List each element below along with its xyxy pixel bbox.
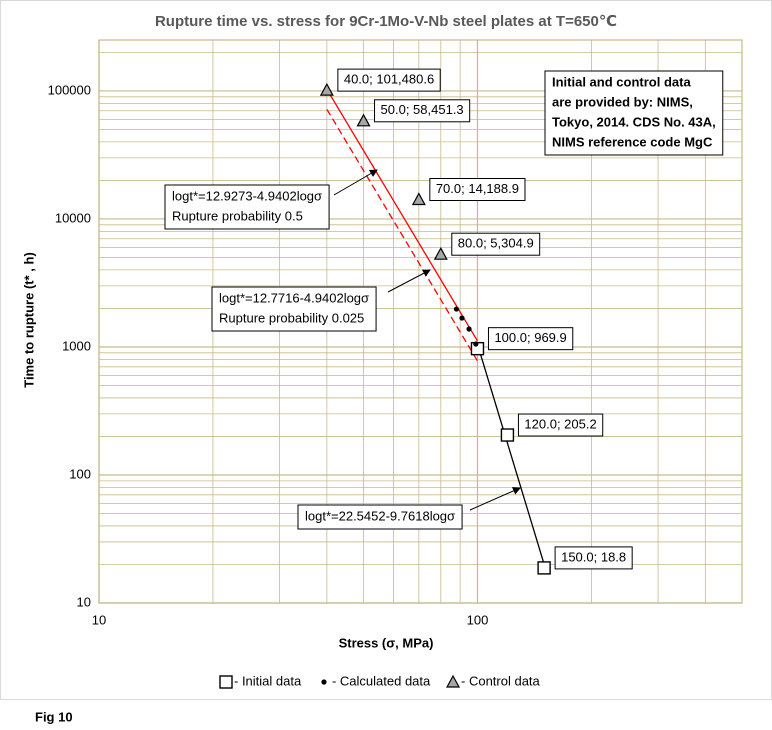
y-tick-label: 10 (77, 594, 91, 609)
x-axis-label: Stress (σ, MPa) (339, 635, 434, 650)
dot-marker (453, 306, 460, 312)
y-tick-label: 10000 (55, 210, 91, 225)
dot-marker (459, 315, 465, 321)
y-axis-label: Time to rupture (t* , h) (21, 252, 36, 388)
data-label: 70.0; 14,188.9 (429, 178, 526, 202)
data-label-box (374, 99, 471, 123)
note-text: NIMS reference code MgC (552, 134, 713, 149)
dot-marker (466, 326, 472, 332)
data-label-box (517, 413, 604, 437)
annotation-box (211, 286, 377, 332)
annotation-arrow (387, 269, 431, 293)
square-marker (219, 675, 233, 689)
dot-marker (473, 341, 479, 347)
annotation: logt*=12.9273-4.9402logσ Rupture probabil… (164, 184, 330, 230)
fit-line (326, 88, 479, 342)
data-label: 80.0; 5,304.9 (451, 232, 541, 256)
y-tick-label: 100000 (48, 82, 91, 97)
data-label: 120.0; 205.2 (517, 413, 604, 437)
y-tick-label: 100 (69, 466, 91, 481)
x-tick-label: 10 (92, 612, 106, 627)
triangle-marker (319, 82, 334, 96)
annotation-text: logt*=22.5452-9.7618logσ (305, 508, 455, 523)
data-label-text: 70.0; 14,188.9 (436, 181, 519, 196)
annotation-text: Rupture probability 0.5 (172, 208, 303, 223)
data-label-text: 50.0; 58,451.3 (381, 102, 464, 117)
legend-label: - Initial data (234, 673, 302, 688)
y-tick-label: 1000 (62, 338, 91, 353)
annotation-arrow (469, 487, 521, 511)
annotation-box (164, 184, 330, 230)
data-label-text: 80.0; 5,304.9 (458, 236, 534, 251)
note-text: Initial and control data (552, 74, 691, 89)
legend-label: - Control data (461, 673, 541, 688)
note: Initial and control data are provided by:… (544, 70, 724, 156)
data-label: 150.0; 18.8 (554, 546, 633, 570)
triangle-marker (433, 246, 448, 260)
x-tick-label: 100 (467, 612, 489, 627)
data-label-box (554, 546, 633, 570)
annotation-text: logt*=12.9273-4.9402logσ (172, 188, 322, 203)
plot-frame (98, 39, 743, 604)
dot-marker (321, 679, 327, 685)
square-marker (500, 428, 515, 442)
data-label-box (337, 68, 441, 92)
data-label-text: 40.0; 101,480.6 (344, 72, 434, 87)
fit-line (476, 344, 545, 565)
legend-label: - Calculated data (332, 673, 431, 688)
triangle-marker (411, 192, 426, 206)
annotation-text: logt*=12.7716-4.9402logσ (219, 290, 369, 305)
caption: Fig 10 (35, 709, 73, 724)
triangle-marker (356, 113, 371, 127)
data-label: 50.0; 58,451.3 (374, 99, 471, 123)
chart-title: Rupture time vs. stress for 9Cr-1Mo-V-Nb… (155, 13, 617, 30)
data-label-text: 150.0; 18.8 (561, 549, 626, 564)
data-label-text: 100.0; 969.9 (494, 330, 566, 345)
data-label-box (451, 232, 541, 256)
square-marker (537, 561, 551, 575)
data-label-box (429, 178, 526, 202)
data-label-text: 120.0; 205.2 (524, 416, 596, 431)
fit-line (326, 108, 479, 362)
annotation: logt*=12.7716-4.9402logσ Rupture probabil… (211, 286, 377, 332)
note-text: are provided by: NIMS, (552, 94, 693, 109)
data-label-box (487, 327, 574, 351)
note-text: Tokyo, 2014. CDS No. 43A, (552, 114, 716, 129)
annotation-arrow (333, 169, 378, 196)
annotation-text: Rupture probability 0.025 (219, 310, 364, 325)
data-label: 100.0; 969.9 (487, 327, 574, 351)
data-label: 40.0; 101,480.6 (337, 68, 441, 92)
annotation-box (297, 504, 463, 530)
note-box (544, 70, 724, 156)
annotation: logt*=22.5452-9.7618logσ (297, 504, 463, 530)
triangle-marker (446, 674, 461, 688)
